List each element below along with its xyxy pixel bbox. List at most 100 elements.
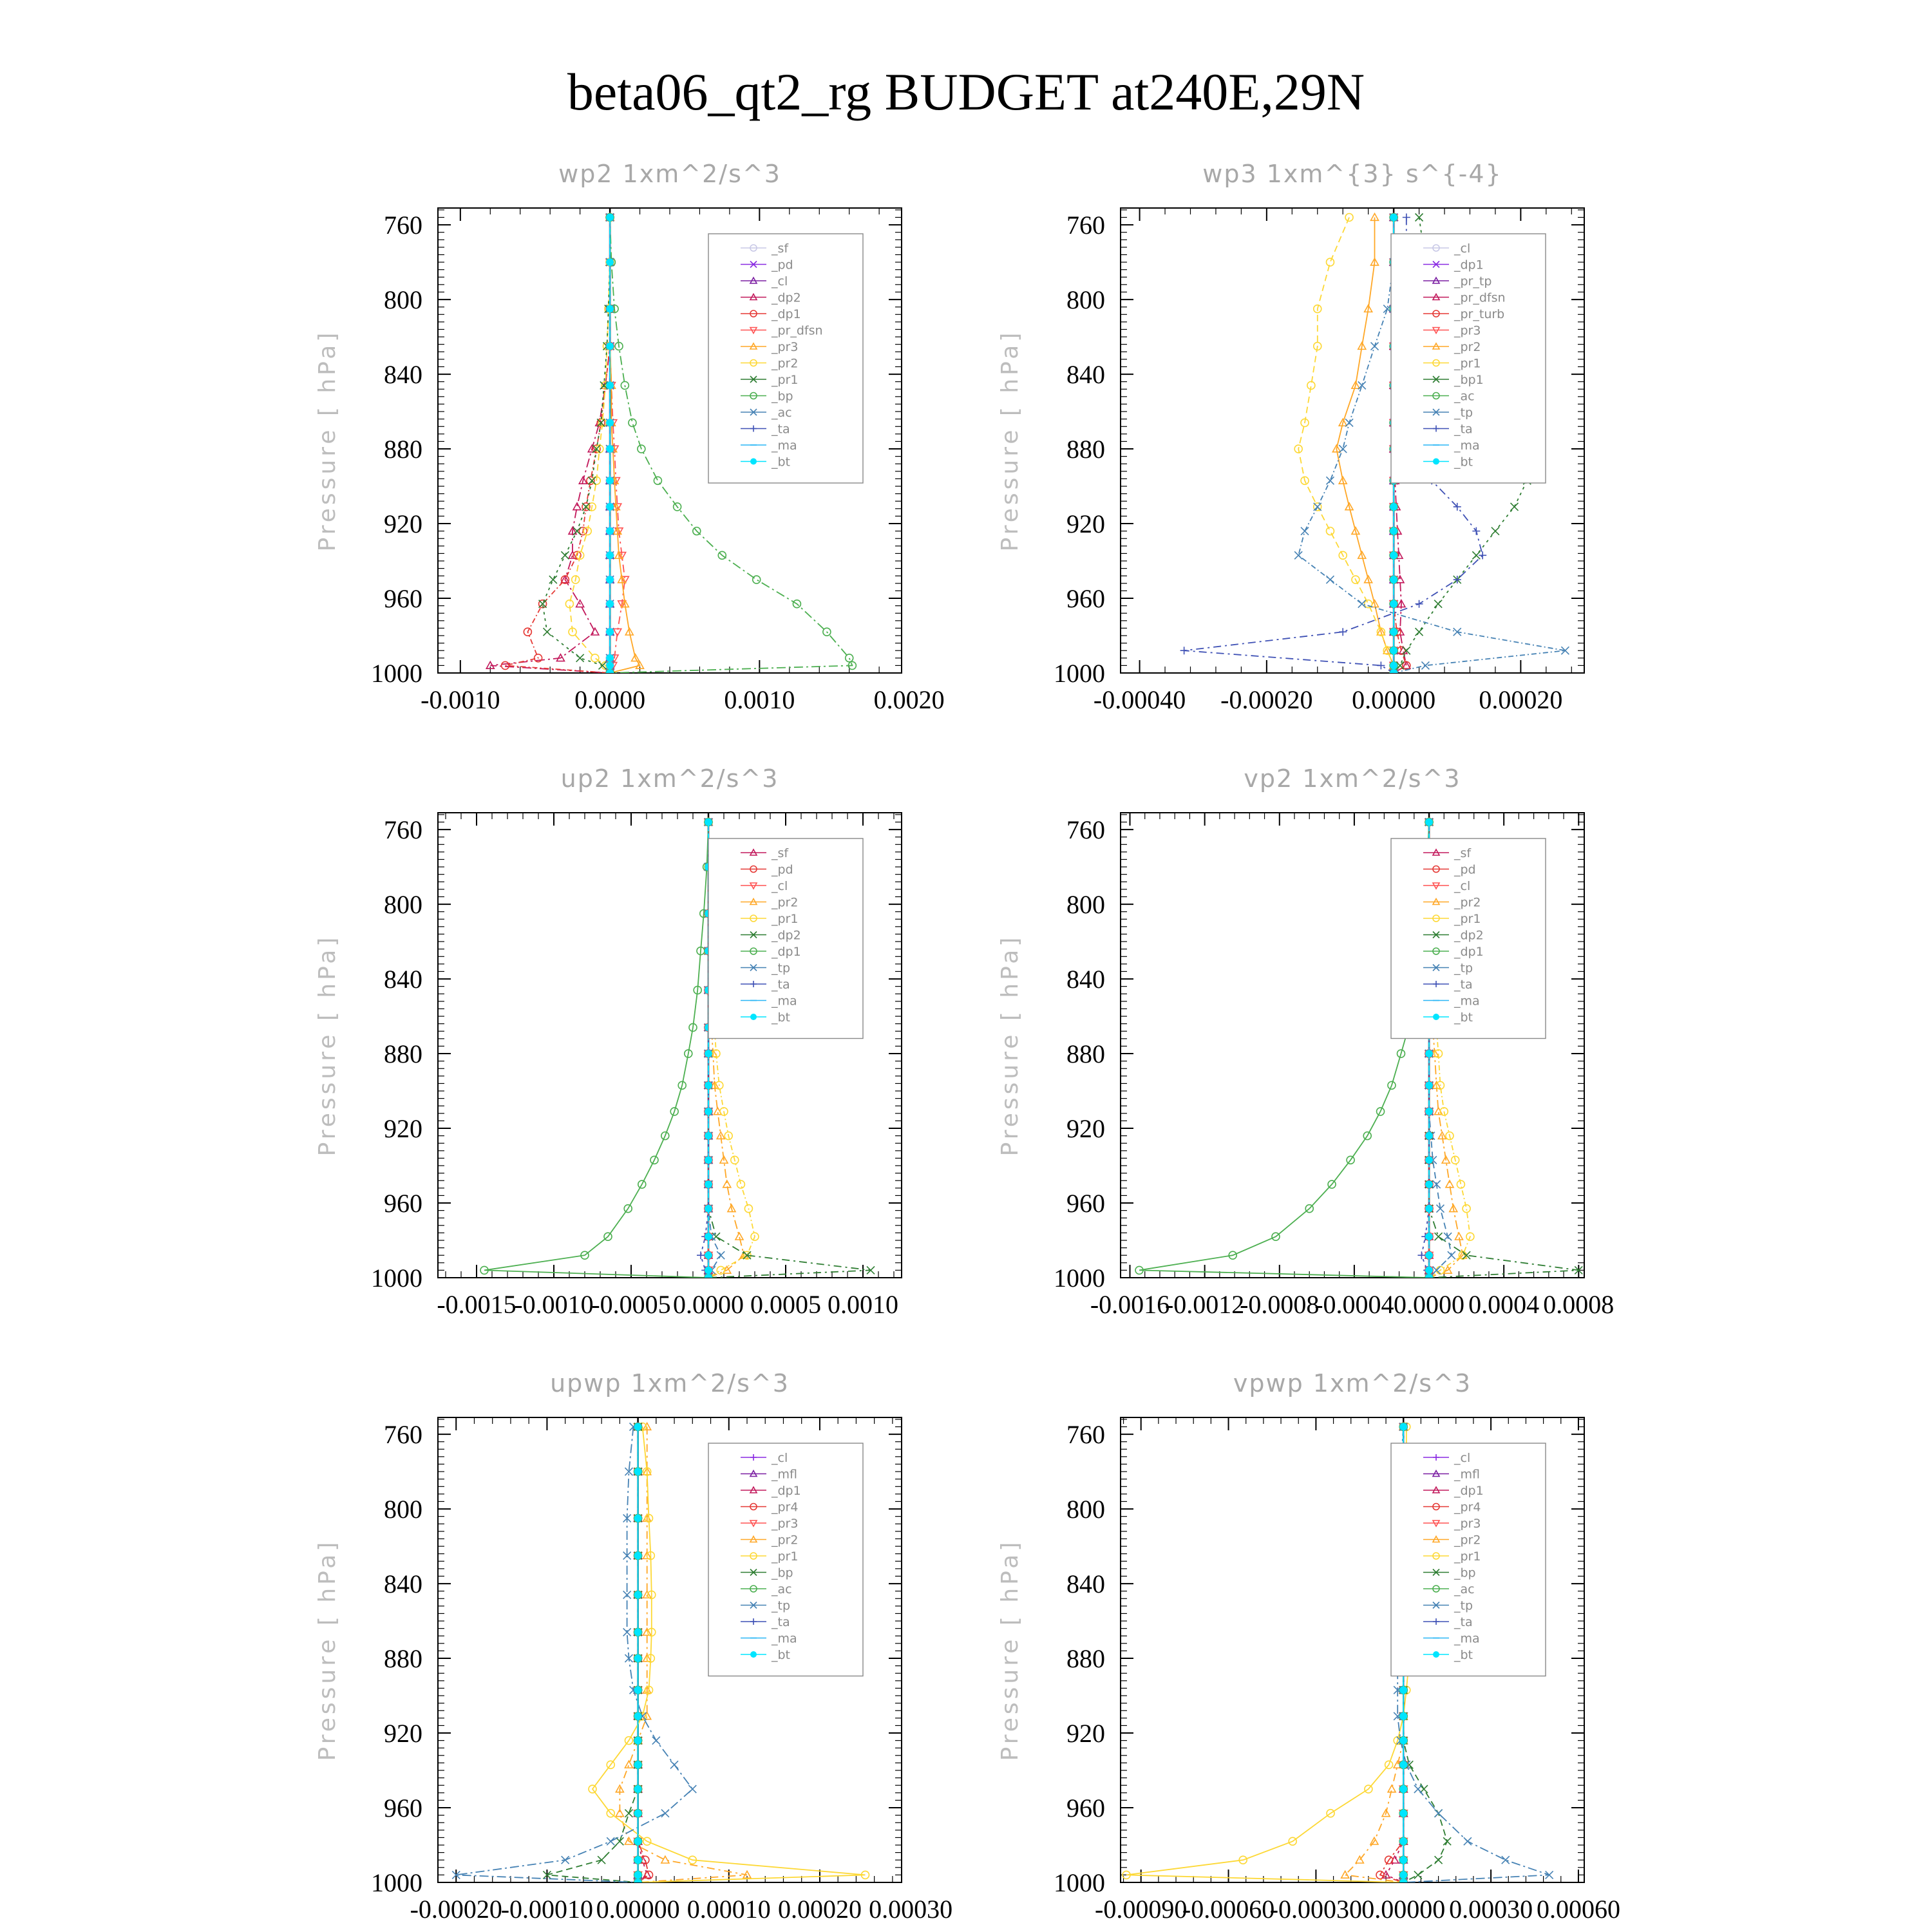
data-point-tp — [1435, 1204, 1445, 1213]
legend-marker — [750, 1618, 757, 1625]
legend-label: _pr2 — [771, 357, 798, 371]
data-point-pr_dfsn — [620, 576, 630, 585]
data-point-pr1 — [647, 1627, 656, 1637]
data-point-pr1 — [1338, 551, 1348, 560]
data-point-bt — [1390, 647, 1398, 655]
legend-marker — [750, 947, 757, 955]
y-tick-label: 1000 — [1054, 1264, 1105, 1293]
panel-title: upwp 1xm^2/s^3 — [550, 1369, 790, 1397]
legend-marker — [1432, 914, 1440, 922]
data-point-ta — [1453, 502, 1461, 511]
legend-label: _bt — [771, 1010, 790, 1025]
y-tick-label: 960 — [384, 1794, 422, 1823]
data-point-bp — [620, 381, 630, 390]
legend-label: _pr1 — [771, 373, 798, 387]
data-point-ta — [1479, 551, 1487, 560]
legend-label: _ma — [771, 994, 797, 1009]
data-point-pr1 — [596, 418, 605, 428]
data-point-bp1 — [1402, 646, 1411, 655]
x-tick-label: -0.00030 — [1270, 1895, 1362, 1924]
legend-label: _sf — [771, 242, 789, 256]
legend-label: _ta — [1454, 422, 1473, 437]
data-point-dp1 — [684, 1049, 693, 1058]
data-point-tp — [623, 1551, 632, 1560]
data-point-bt — [606, 628, 614, 636]
data-point-bp — [1443, 1837, 1452, 1846]
data-point-dp1 — [693, 985, 702, 995]
data-point-pr1 — [1325, 526, 1335, 536]
data-point-pr2 — [1338, 417, 1348, 427]
data-point-pr1 — [592, 444, 601, 453]
data-point-bt — [606, 576, 614, 583]
legend-label: _dp2 — [771, 929, 801, 943]
data-point-pr2 — [1441, 1155, 1451, 1164]
legend-label: _pr1 — [1454, 912, 1481, 926]
data-point-dp2 — [567, 550, 578, 559]
data-point-pr2 — [591, 654, 600, 663]
data-point-dp1 — [1346, 1155, 1355, 1165]
data-point-tp — [1463, 1837, 1472, 1846]
data-point-pr2 — [1370, 212, 1379, 222]
data-point-dp1 — [573, 551, 582, 560]
data-point-bt — [634, 1591, 642, 1599]
legend-marker — [749, 327, 758, 335]
data-point-bt — [1399, 1785, 1408, 1793]
legend-marker — [1432, 1552, 1440, 1560]
data-point-pr3 — [614, 550, 624, 559]
data-point-ta — [1339, 628, 1347, 636]
data-point-bt — [634, 1856, 642, 1864]
data-point-tp — [1313, 502, 1322, 511]
x-tick-label: -0.00040 — [1094, 685, 1186, 714]
data-point-pr2 — [1376, 627, 1386, 636]
data-point-pr2 — [614, 1808, 625, 1817]
data-point-pr1 — [1300, 476, 1309, 486]
plot-frame — [1120, 812, 1585, 1278]
data-point-pr1 — [573, 527, 582, 536]
y-tick-label: 1000 — [371, 1264, 422, 1293]
data-point-bt — [1425, 1274, 1433, 1278]
data-point-pr2 — [568, 627, 577, 637]
legend-label: _bp1 — [1454, 373, 1484, 387]
legend-marker — [1433, 1618, 1439, 1625]
legend-label: _pr_dfsn — [1454, 291, 1506, 305]
legend-label: _ma — [1454, 994, 1480, 1009]
x-tick-label: 0.00030 — [1449, 1895, 1533, 1924]
data-point-bt — [606, 342, 614, 350]
x-tick-label: 0.0010 — [724, 685, 795, 714]
series-line-pr2 — [569, 217, 611, 673]
legend-label: _ma — [1454, 439, 1480, 453]
data-point-pr1 — [542, 627, 552, 636]
y-axis-label: Pressure [ hPa] — [314, 934, 341, 1157]
data-point-tp — [1447, 1251, 1456, 1260]
data-point-pr2 — [1448, 1204, 1459, 1213]
x-tick-label: 0.00000 — [596, 1895, 680, 1924]
data-point-pr2 — [722, 1179, 732, 1188]
data-point-pr1 — [724, 1131, 733, 1141]
data-point-dp1 — [578, 526, 588, 536]
legend-label: _ma — [771, 1632, 797, 1646]
data-point-dp1 — [533, 654, 543, 663]
legend-marker — [1432, 260, 1440, 269]
legend-label: _dp1 — [1454, 1484, 1484, 1498]
panel-title: up2 1xm^2/s^3 — [561, 764, 779, 793]
data-point-bp — [653, 476, 663, 486]
data-point-pr2 — [575, 551, 585, 560]
legend-label: _pd — [771, 258, 793, 272]
data-point-dp1 — [580, 1251, 589, 1260]
legend-label: _pd — [1454, 863, 1476, 877]
data-point-pr_dfsn — [612, 628, 623, 637]
legend-marker — [1432, 947, 1440, 955]
legend-label: _dp1 — [771, 307, 801, 321]
y-tick-label: 760 — [384, 211, 422, 240]
data-point-tp — [1345, 418, 1354, 428]
legend-label: _pr2 — [1454, 340, 1481, 354]
data-point-bt — [705, 1108, 712, 1115]
data-point-dp1 — [480, 1265, 489, 1275]
legend-marker — [750, 375, 757, 383]
data-point-dp2 — [575, 599, 585, 608]
legend-label: _tp — [1454, 961, 1473, 976]
legend-marker — [1432, 342, 1441, 350]
data-point-bt — [1390, 600, 1398, 608]
data-point-dp2 — [587, 444, 597, 453]
data-point-pr2 — [642, 1550, 652, 1560]
